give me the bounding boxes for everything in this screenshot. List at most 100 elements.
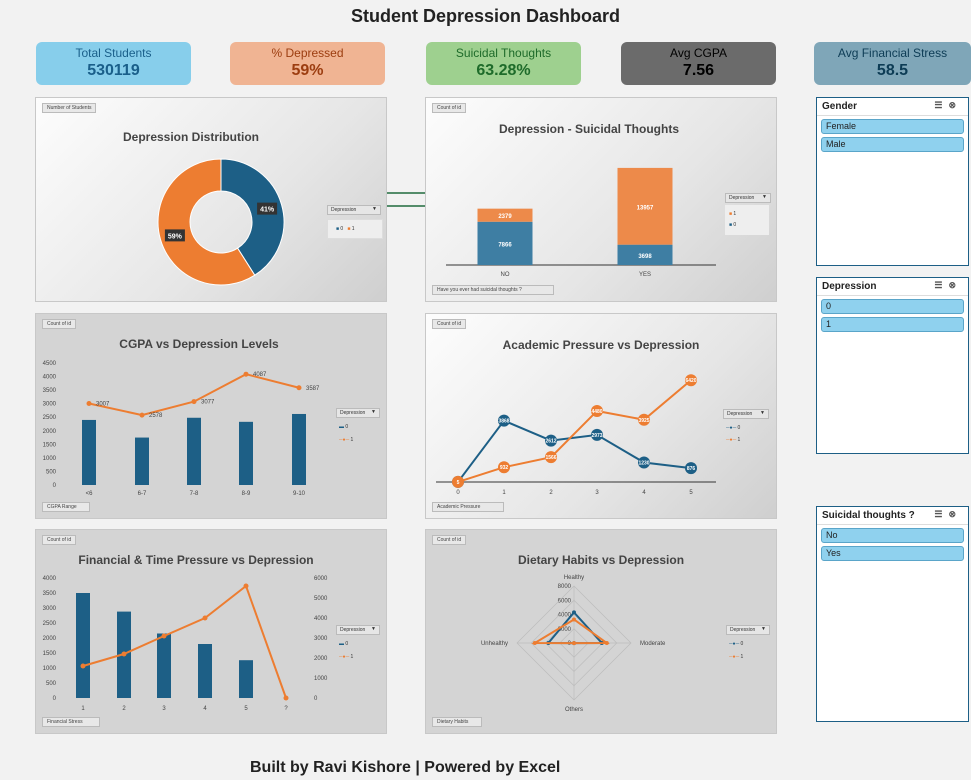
legend[interactable]: Depression ─●─ 0 ─●─ 1	[723, 409, 769, 449]
chart-title: CGPA vs Depression Levels	[119, 337, 279, 351]
y-tick-label: 2000	[43, 429, 57, 435]
chart-title: Dietary Habits vs Depression	[517, 553, 685, 567]
y-tick-label: 3500	[43, 591, 57, 597]
radar-point	[572, 610, 576, 615]
cgpa-depression-chart[interactable]: Count of id CGPA vs Depression Levels 0 5…	[35, 313, 387, 519]
kpi-value: 59%	[291, 62, 324, 79]
slicer-item-no[interactable]: No	[821, 528, 964, 543]
radar-series-0	[546, 610, 605, 645]
slicer-depression[interactable]: Depression ☰⊗ 0 1	[816, 277, 969, 454]
legend[interactable]: Depression ─●─ 0 ─●─ 1	[726, 625, 770, 667]
data-label: 3868	[498, 419, 509, 425]
slicer-item-yes[interactable]: Yes	[821, 546, 964, 561]
x-tick-label: 1	[502, 490, 506, 496]
y2-tick-label: 0	[314, 696, 318, 702]
y-tick-label: 1000	[43, 666, 57, 672]
field-tag[interactable]: Count of id	[432, 103, 467, 113]
axis-field-tag[interactable]: Have you ever had suicidal thoughts ?	[432, 285, 554, 295]
data-label: 2379	[498, 214, 512, 220]
axis-field-tag[interactable]: Academic Pressure	[432, 502, 504, 512]
radar-category-label: Unhealthy	[481, 641, 508, 647]
legend[interactable]: Depression ▬ 0 ─●─ 1	[336, 625, 380, 667]
slicer-item-0[interactable]: 0	[821, 299, 964, 314]
data-label: 3925	[638, 418, 649, 424]
legend-title[interactable]: Depression	[723, 409, 769, 419]
legend-label-0: 0	[733, 222, 737, 228]
axis-field-tag[interactable]: CGPA Range	[42, 502, 90, 512]
legend-title[interactable]: Depression	[726, 625, 770, 635]
depression-suicidal-chart[interactable]: Count of id Depression - Suicidal Though…	[425, 97, 777, 302]
slicer-item-1[interactable]: 1	[821, 317, 964, 332]
legend-swatch-0: ■	[729, 222, 733, 228]
line-point	[86, 400, 92, 406]
data-label: 3077	[201, 400, 215, 406]
clear-filter-icon[interactable]: ⊗	[948, 100, 962, 110]
financial-pressure-chart[interactable]: Count of id Financial & Time Pressure vs…	[35, 529, 387, 734]
bar-9-10	[292, 413, 306, 485]
combo-plot: 0 500 1000 1500 2000 2500 3000 3500 4000 0 1000 200…	[43, 576, 328, 712]
field-tag[interactable]: Count of id	[432, 319, 467, 329]
x-tick-label: 3	[162, 706, 166, 712]
legend[interactable]: Depression ■ 1 ■ 0	[725, 193, 771, 235]
legend-label-1: 1	[737, 437, 741, 443]
kpi-suicidal-thoughts: Suicidal Thoughts 63.28%	[426, 42, 581, 85]
multi-select-icon[interactable]: ☰	[934, 509, 949, 519]
legend[interactable]: Depression ▬ 0 ─●─ 1	[336, 408, 380, 450]
line-point	[202, 615, 208, 621]
y-tick-label: 1500	[43, 442, 57, 448]
data-label: 2973	[591, 433, 602, 439]
dietary-habits-chart[interactable]: Count of id Dietary Habits vs Depression…	[425, 529, 777, 734]
field-tag[interactable]: Count of id	[432, 535, 467, 545]
line-point	[161, 633, 167, 639]
kpi-value: 530119	[87, 62, 140, 79]
line-point	[498, 461, 510, 474]
slicer-header: Suicidal thoughts ? ☰⊗	[817, 507, 968, 525]
depression-distribution-chart[interactable]: Number of Students Depression Distributi…	[35, 97, 387, 302]
bar-4	[198, 644, 212, 698]
line-point	[243, 583, 249, 589]
clear-filter-icon[interactable]: ⊗	[948, 280, 962, 290]
data-label: 2612	[545, 439, 556, 445]
line-point	[638, 413, 650, 426]
data-label: 4087	[253, 372, 267, 378]
chart-title: Academic Pressure vs Depression	[502, 338, 700, 352]
multi-select-icon[interactable]: ☰	[934, 280, 949, 290]
slicer-item-male[interactable]: Male	[821, 137, 964, 152]
legend-title[interactable]: Depression	[336, 408, 380, 418]
radar-point	[572, 641, 576, 646]
bar-1	[76, 593, 90, 698]
line-point	[452, 475, 464, 488]
legend-swatch-1: ─●─	[729, 654, 740, 660]
chart-title: Depression Distribution	[122, 130, 259, 144]
academic-pressure-chart[interactable]: Count of id Academic Pressure vs Depress…	[425, 313, 777, 519]
field-tag[interactable]: Count of id	[42, 535, 77, 545]
field-tag[interactable]: Count of id	[42, 319, 77, 329]
data-label: 1566	[545, 455, 556, 461]
legend-title[interactable]: Depression	[725, 193, 771, 203]
x-tick-label: 5	[244, 706, 248, 712]
kpi-percent-depressed: % Depressed 59%	[230, 42, 385, 85]
field-tag[interactable]: Number of Students	[42, 103, 97, 113]
y2-tick-label: 6000	[314, 576, 328, 582]
clear-filter-icon[interactable]: ⊗	[948, 509, 962, 519]
legend-label-1: 1	[733, 211, 737, 217]
slicer-suicidal-thoughts[interactable]: Suicidal thoughts ? ☰⊗ No Yes	[816, 506, 969, 722]
legend-title[interactable]: Depression	[327, 205, 381, 215]
legend-title[interactable]: Depression	[336, 625, 380, 635]
y-tick-label: 2500	[43, 415, 57, 421]
line-point	[283, 695, 289, 701]
kpi-value: 63.28%	[476, 62, 531, 79]
x-tick-label: 5	[689, 490, 693, 496]
axis-field-tag[interactable]: Financial Stress	[42, 717, 100, 727]
axis-field-tag[interactable]: Dietary Habits	[432, 717, 482, 727]
slicer-gender[interactable]: Gender ☰⊗ Female Male	[816, 97, 969, 266]
multi-select-icon[interactable]: ☰	[934, 100, 949, 110]
y2-tick-label: 2000	[314, 656, 328, 662]
bar-NO-0	[477, 221, 533, 265]
legend-swatch-1: ■	[347, 226, 351, 232]
legend[interactable]: Depression ■ 0 ■ 1	[327, 205, 383, 239]
slicer-item-female[interactable]: Female	[821, 119, 964, 134]
radar-point	[532, 641, 537, 645]
kpi-label: Avg CGPA	[670, 46, 727, 60]
line-point	[545, 451, 557, 464]
